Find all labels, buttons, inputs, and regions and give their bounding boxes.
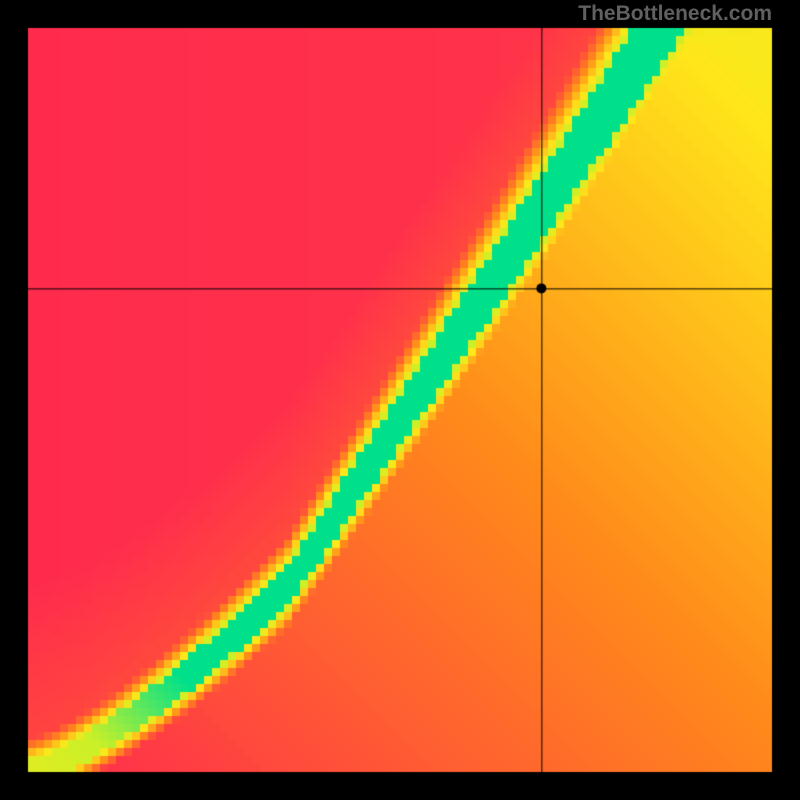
heatmap-canvas — [0, 0, 800, 800]
bottleneck-heatmap: TheBottleneck.com — [0, 0, 800, 800]
